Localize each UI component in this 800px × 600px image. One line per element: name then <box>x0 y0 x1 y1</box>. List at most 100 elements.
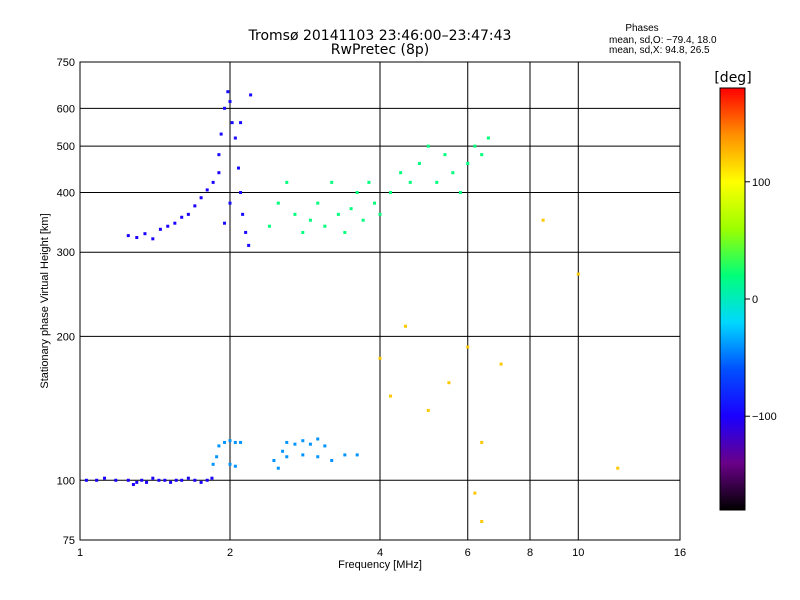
data-point <box>435 180 439 184</box>
data-point <box>193 204 197 208</box>
data-point <box>241 212 245 216</box>
data-point <box>151 476 155 480</box>
y-tick-label: 500 <box>57 141 75 153</box>
data-point <box>193 478 197 482</box>
colorbar-label: [deg] <box>714 70 751 86</box>
data-point <box>173 221 177 225</box>
x-tick-label: 1 <box>77 547 83 559</box>
y-tick-label: 750 <box>57 57 75 69</box>
data-point <box>308 442 312 446</box>
colorbar-tick-label: 100 <box>752 177 770 189</box>
data-point <box>426 408 430 412</box>
data-point <box>389 190 393 194</box>
data-point <box>272 458 276 462</box>
data-point <box>367 180 371 184</box>
data-point <box>576 272 580 276</box>
data-point <box>276 466 280 470</box>
data-point <box>169 480 173 484</box>
data-point <box>417 161 421 165</box>
data-point <box>323 224 327 228</box>
data-point <box>186 212 190 216</box>
y-tick-label: 75 <box>63 535 75 547</box>
data-point <box>408 180 412 184</box>
x-axis-ticks: 1 2 4 6 8 10 16 <box>77 547 686 559</box>
data-point <box>378 212 382 216</box>
data-point <box>239 440 243 444</box>
x-axis-label: Frequency [MHz] <box>338 559 422 571</box>
data-point <box>301 230 305 234</box>
data-point <box>349 207 353 211</box>
colorbar-ticks: 100 0 −100 <box>745 177 777 423</box>
data-point <box>217 153 221 157</box>
data-point <box>95 478 99 482</box>
data-point <box>219 132 223 136</box>
data-point <box>293 442 297 446</box>
data-point <box>343 453 347 457</box>
data-point <box>285 455 289 459</box>
data-point <box>233 136 237 140</box>
grid-lines <box>80 62 680 540</box>
data-point <box>244 230 248 234</box>
data-point <box>199 480 203 484</box>
data-point <box>210 476 214 480</box>
phase-stats-x: mean, sd,X: 94.8, 26.5 <box>609 45 710 56</box>
data-point <box>281 449 285 453</box>
data-point <box>163 478 167 482</box>
data-point <box>486 136 490 140</box>
data-point <box>473 144 477 148</box>
data-point <box>285 180 289 184</box>
data-point <box>233 464 237 468</box>
data-point <box>473 491 477 495</box>
colorbar <box>719 87 746 511</box>
data-point <box>223 221 227 225</box>
x-tick-label: 2 <box>227 547 233 559</box>
data-point <box>114 478 118 482</box>
data-point <box>466 345 470 349</box>
data-point <box>355 453 359 457</box>
data-points <box>84 90 620 523</box>
data-point <box>126 234 130 238</box>
data-point <box>131 482 135 486</box>
data-point <box>316 201 320 205</box>
data-point <box>458 190 462 194</box>
data-point <box>230 121 234 125</box>
chart-title: Tromsø 20141103 23:46:00–23:47:43 <box>248 28 512 44</box>
data-point <box>126 478 130 482</box>
data-point <box>355 190 359 194</box>
data-point <box>174 478 178 482</box>
data-point <box>499 362 503 366</box>
data-point <box>330 180 334 184</box>
data-point <box>166 224 170 228</box>
data-point <box>451 171 455 175</box>
data-point <box>378 356 382 360</box>
data-point <box>180 478 184 482</box>
colorbar-tick-label: 0 <box>752 294 758 306</box>
data-point <box>301 453 305 457</box>
data-point <box>215 455 219 459</box>
data-point <box>84 478 88 482</box>
colorbar-tick-label: −100 <box>752 411 777 423</box>
plot-frame <box>79 61 681 541</box>
y-axis-ticks: 75 100 200 300 400 500 600 750 <box>57 57 75 547</box>
data-point <box>267 224 271 228</box>
data-point <box>247 243 251 247</box>
y-tick-label: 400 <box>57 187 75 199</box>
x-tick-label: 4 <box>377 547 383 559</box>
data-point <box>135 236 139 240</box>
data-point <box>228 462 232 466</box>
data-point <box>211 180 215 184</box>
data-point <box>480 440 484 444</box>
data-point <box>480 519 484 523</box>
data-point <box>233 440 237 444</box>
data-point <box>447 381 451 385</box>
data-point <box>276 201 280 205</box>
data-point <box>373 201 377 205</box>
data-point <box>616 466 620 470</box>
data-point <box>226 90 230 94</box>
data-point <box>443 153 447 157</box>
data-point <box>316 437 320 441</box>
data-point <box>143 232 147 236</box>
x-tick-label: 10 <box>572 547 584 559</box>
data-point <box>217 444 221 448</box>
